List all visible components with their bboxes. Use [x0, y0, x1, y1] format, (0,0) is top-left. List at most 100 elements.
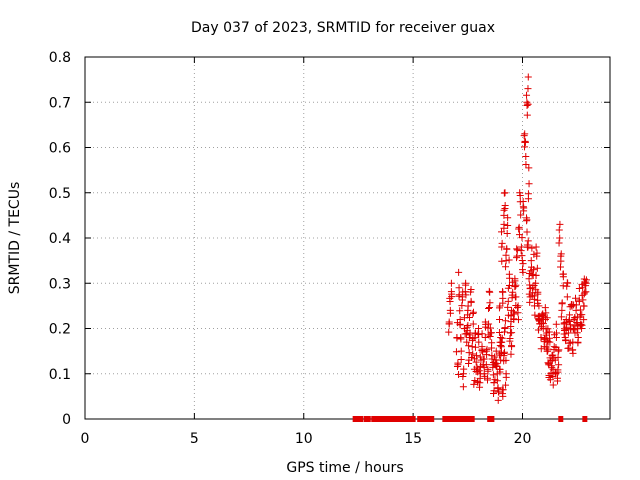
data-point — [501, 201, 509, 209]
data-point — [513, 254, 521, 262]
zero-point — [371, 416, 377, 422]
data-point — [498, 257, 506, 265]
data-point — [468, 354, 476, 362]
data-point — [513, 303, 521, 311]
x-tick-label: 5 — [190, 431, 199, 447]
y-tick-label: 0 — [62, 412, 71, 428]
data-point — [518, 234, 526, 242]
zero-point — [466, 416, 472, 422]
data-point — [543, 314, 551, 322]
data-point — [464, 302, 472, 310]
zero-point — [423, 416, 429, 422]
data-point — [565, 344, 573, 352]
data-point — [528, 270, 536, 278]
zero-point — [375, 416, 381, 422]
data-point — [555, 361, 563, 369]
y-tick-label: 0.5 — [49, 186, 71, 202]
y-tick-label: 0.3 — [49, 276, 71, 292]
data-point — [514, 302, 522, 310]
data-point — [506, 335, 514, 343]
data-point — [555, 346, 563, 354]
data-point — [557, 313, 565, 321]
data-point — [454, 359, 462, 367]
data-point — [456, 320, 464, 328]
data-point — [470, 380, 478, 388]
data-point — [502, 251, 510, 259]
data-point — [532, 279, 540, 287]
data-point — [463, 338, 471, 346]
data-point — [548, 362, 556, 370]
data-point — [576, 306, 584, 314]
data-point — [485, 320, 493, 328]
data-point — [446, 309, 454, 317]
data-point — [539, 320, 547, 328]
data-point — [578, 311, 586, 319]
y-tick-label: 0.4 — [49, 231, 71, 247]
data-point — [516, 191, 524, 199]
data-points — [445, 73, 590, 404]
data-point — [504, 297, 512, 305]
chart-title: Day 037 of 2023, SRMTID for receiver gua… — [191, 20, 495, 36]
data-point — [457, 347, 465, 355]
data-point — [532, 243, 540, 251]
data-point — [535, 302, 543, 310]
data-point — [460, 365, 468, 373]
data-point — [491, 359, 499, 367]
data-point — [563, 293, 571, 301]
data-point — [498, 386, 506, 394]
data-point — [501, 328, 509, 336]
data-point — [525, 275, 533, 283]
data-point — [501, 348, 509, 356]
data-point — [493, 377, 501, 385]
data-point — [445, 320, 453, 328]
data-point — [514, 316, 522, 324]
data-point — [496, 315, 504, 323]
data-point — [564, 279, 572, 287]
data-point — [486, 324, 494, 332]
data-point — [468, 343, 476, 351]
data-point — [561, 325, 569, 333]
data-point — [524, 85, 532, 93]
data-point — [505, 256, 513, 264]
zero-point — [445, 416, 451, 422]
data-point — [456, 307, 464, 315]
y-tick-label: 0.8 — [49, 50, 71, 66]
data-point — [554, 377, 562, 385]
data-point — [572, 301, 580, 309]
data-point — [582, 282, 590, 290]
data-point — [475, 324, 483, 332]
data-point — [572, 294, 580, 302]
data-point — [504, 222, 512, 230]
data-point — [508, 329, 516, 337]
data-point — [459, 373, 467, 381]
data-point — [459, 383, 467, 391]
data-point — [504, 214, 512, 222]
data-point — [582, 288, 590, 296]
zero-point — [453, 416, 459, 422]
data-point — [534, 290, 542, 298]
data-point — [446, 297, 454, 305]
zero-point — [358, 416, 364, 422]
data-point — [545, 334, 553, 342]
data-point — [532, 271, 540, 279]
axis-ticks: 0 0.1 0.2 0.3 0.4 0.5 0.6 0.7 0.8 0 5 10 15 20 — [49, 50, 610, 447]
data-point — [555, 226, 563, 234]
data-point — [489, 371, 497, 379]
data-point — [544, 347, 552, 355]
data-point — [559, 273, 567, 281]
data-point — [519, 260, 527, 268]
data-point — [538, 311, 546, 319]
data-point — [577, 320, 585, 328]
data-point — [544, 338, 552, 346]
data-point — [558, 299, 566, 307]
zero-point — [354, 416, 360, 422]
data-point — [518, 256, 526, 264]
data-point — [472, 358, 480, 366]
data-point — [495, 329, 503, 337]
data-point — [501, 324, 509, 332]
data-point — [523, 91, 531, 99]
data-point — [525, 164, 533, 172]
data-point — [458, 302, 466, 310]
data-point — [537, 334, 545, 342]
